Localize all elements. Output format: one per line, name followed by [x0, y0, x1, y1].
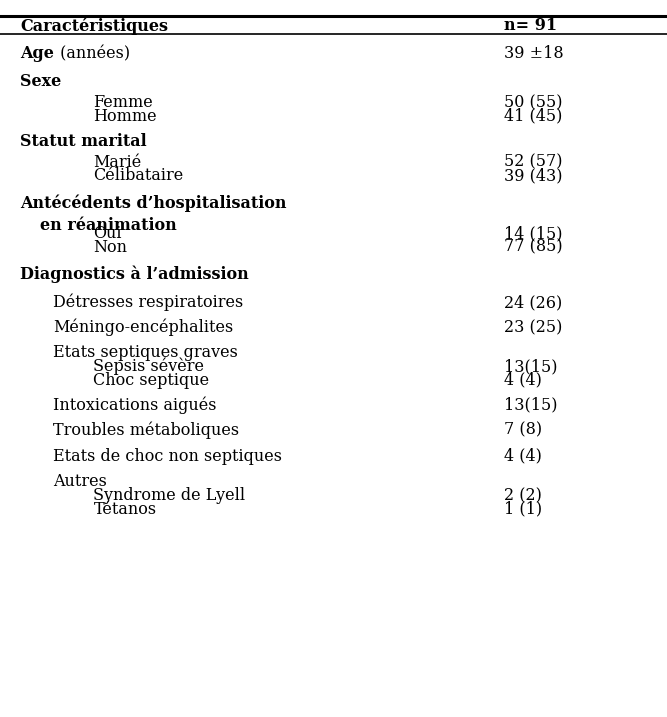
- Text: Statut marital: Statut marital: [20, 133, 147, 150]
- Text: Caractéristiques: Caractéristiques: [20, 17, 168, 34]
- Text: Sepsis sévère: Sepsis sévère: [93, 358, 204, 375]
- Text: en réanimation: en réanimation: [40, 217, 177, 234]
- Text: Age: Age: [20, 45, 54, 62]
- Text: Femme: Femme: [93, 94, 153, 111]
- Text: Marié: Marié: [93, 153, 141, 171]
- Text: 1 (1): 1 (1): [504, 500, 542, 518]
- Text: n= 91: n= 91: [504, 17, 557, 34]
- Text: Tétanos: Tétanos: [93, 500, 157, 518]
- Text: Autres: Autres: [53, 473, 107, 490]
- Text: 13(15): 13(15): [504, 358, 557, 375]
- Text: (années): (années): [55, 45, 131, 62]
- Text: Détresses respiratoires: Détresses respiratoires: [53, 294, 243, 311]
- Text: 50 (55): 50 (55): [504, 94, 562, 111]
- Text: 14 (15): 14 (15): [504, 225, 562, 242]
- Text: Oui: Oui: [93, 225, 122, 242]
- Text: 7 (8): 7 (8): [504, 422, 542, 439]
- Text: 23 (25): 23 (25): [504, 319, 562, 336]
- Text: 39 (43): 39 (43): [504, 167, 562, 184]
- Text: 4 (4): 4 (4): [504, 371, 542, 389]
- Text: 24 (26): 24 (26): [504, 294, 562, 311]
- Text: 52 (57): 52 (57): [504, 153, 562, 171]
- Text: Méningo-encéphalites: Méningo-encéphalites: [53, 319, 233, 336]
- Text: Diagnostics à l’admission: Diagnostics à l’admission: [20, 265, 249, 282]
- Text: Syndrome de Lyell: Syndrome de Lyell: [93, 487, 245, 504]
- Text: 77 (85): 77 (85): [504, 239, 562, 256]
- Text: Intoxications aigués: Intoxications aigués: [53, 397, 217, 414]
- Text: Célibataire: Célibataire: [93, 167, 183, 184]
- Text: 2 (2): 2 (2): [504, 487, 542, 504]
- Text: Etats de choc non septiques: Etats de choc non septiques: [53, 447, 282, 465]
- Text: Non: Non: [93, 239, 127, 256]
- Text: Sexe: Sexe: [20, 73, 61, 90]
- Text: 39 ±18: 39 ±18: [504, 45, 563, 62]
- Text: Troubles métaboliques: Troubles métaboliques: [53, 422, 239, 439]
- Text: Antécédents d’hospitalisation: Antécédents d’hospitalisation: [20, 194, 287, 212]
- Text: 13(15): 13(15): [504, 397, 557, 414]
- Text: 4 (4): 4 (4): [504, 447, 542, 465]
- Text: Homme: Homme: [93, 108, 157, 125]
- Text: 41 (45): 41 (45): [504, 108, 562, 125]
- Text: Choc septique: Choc septique: [93, 371, 209, 389]
- Text: Etats septiques graves: Etats septiques graves: [53, 344, 238, 361]
